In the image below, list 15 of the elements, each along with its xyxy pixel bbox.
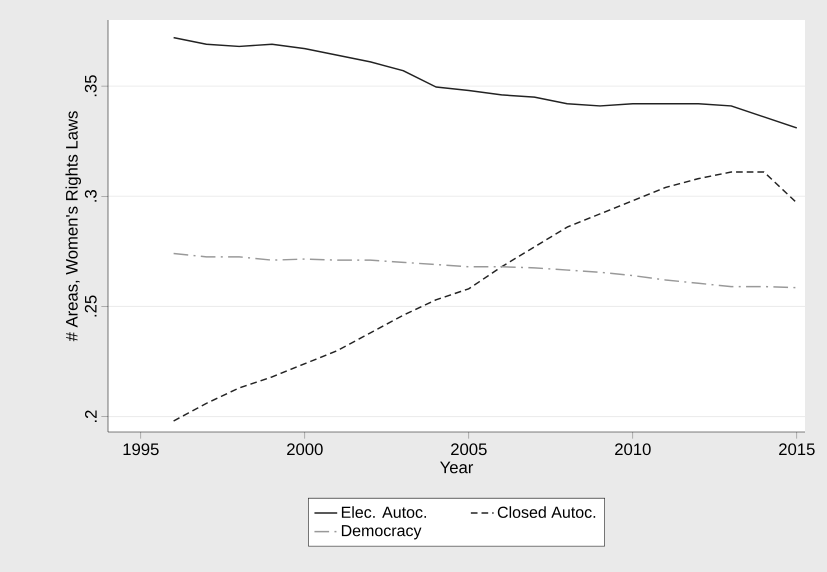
line-series — [172, 252, 798, 288]
legend-label: Elec. Autoc. — [342, 506, 426, 518]
x-tick-label: 1995 — [124, 443, 159, 456]
y-tick-label: .35 — [84, 75, 97, 96]
y-tick-label: .25 — [84, 296, 97, 316]
x-tick-label: 2005 — [451, 443, 487, 456]
y-axis-title: # Areas, Women's Rights Laws — [65, 111, 81, 342]
x-tick-label: 2015 — [779, 443, 815, 456]
y-tick-label: .2 — [85, 410, 97, 422]
y-tick-label: .3 — [84, 190, 97, 202]
x-tick-label: 2000 — [287, 443, 323, 456]
legend-label: Democracy — [342, 525, 422, 540]
legend-label: Closed Autoc. — [498, 506, 596, 518]
x-axis-title: Year — [440, 462, 474, 474]
x-tick-label: 2010 — [615, 443, 651, 456]
